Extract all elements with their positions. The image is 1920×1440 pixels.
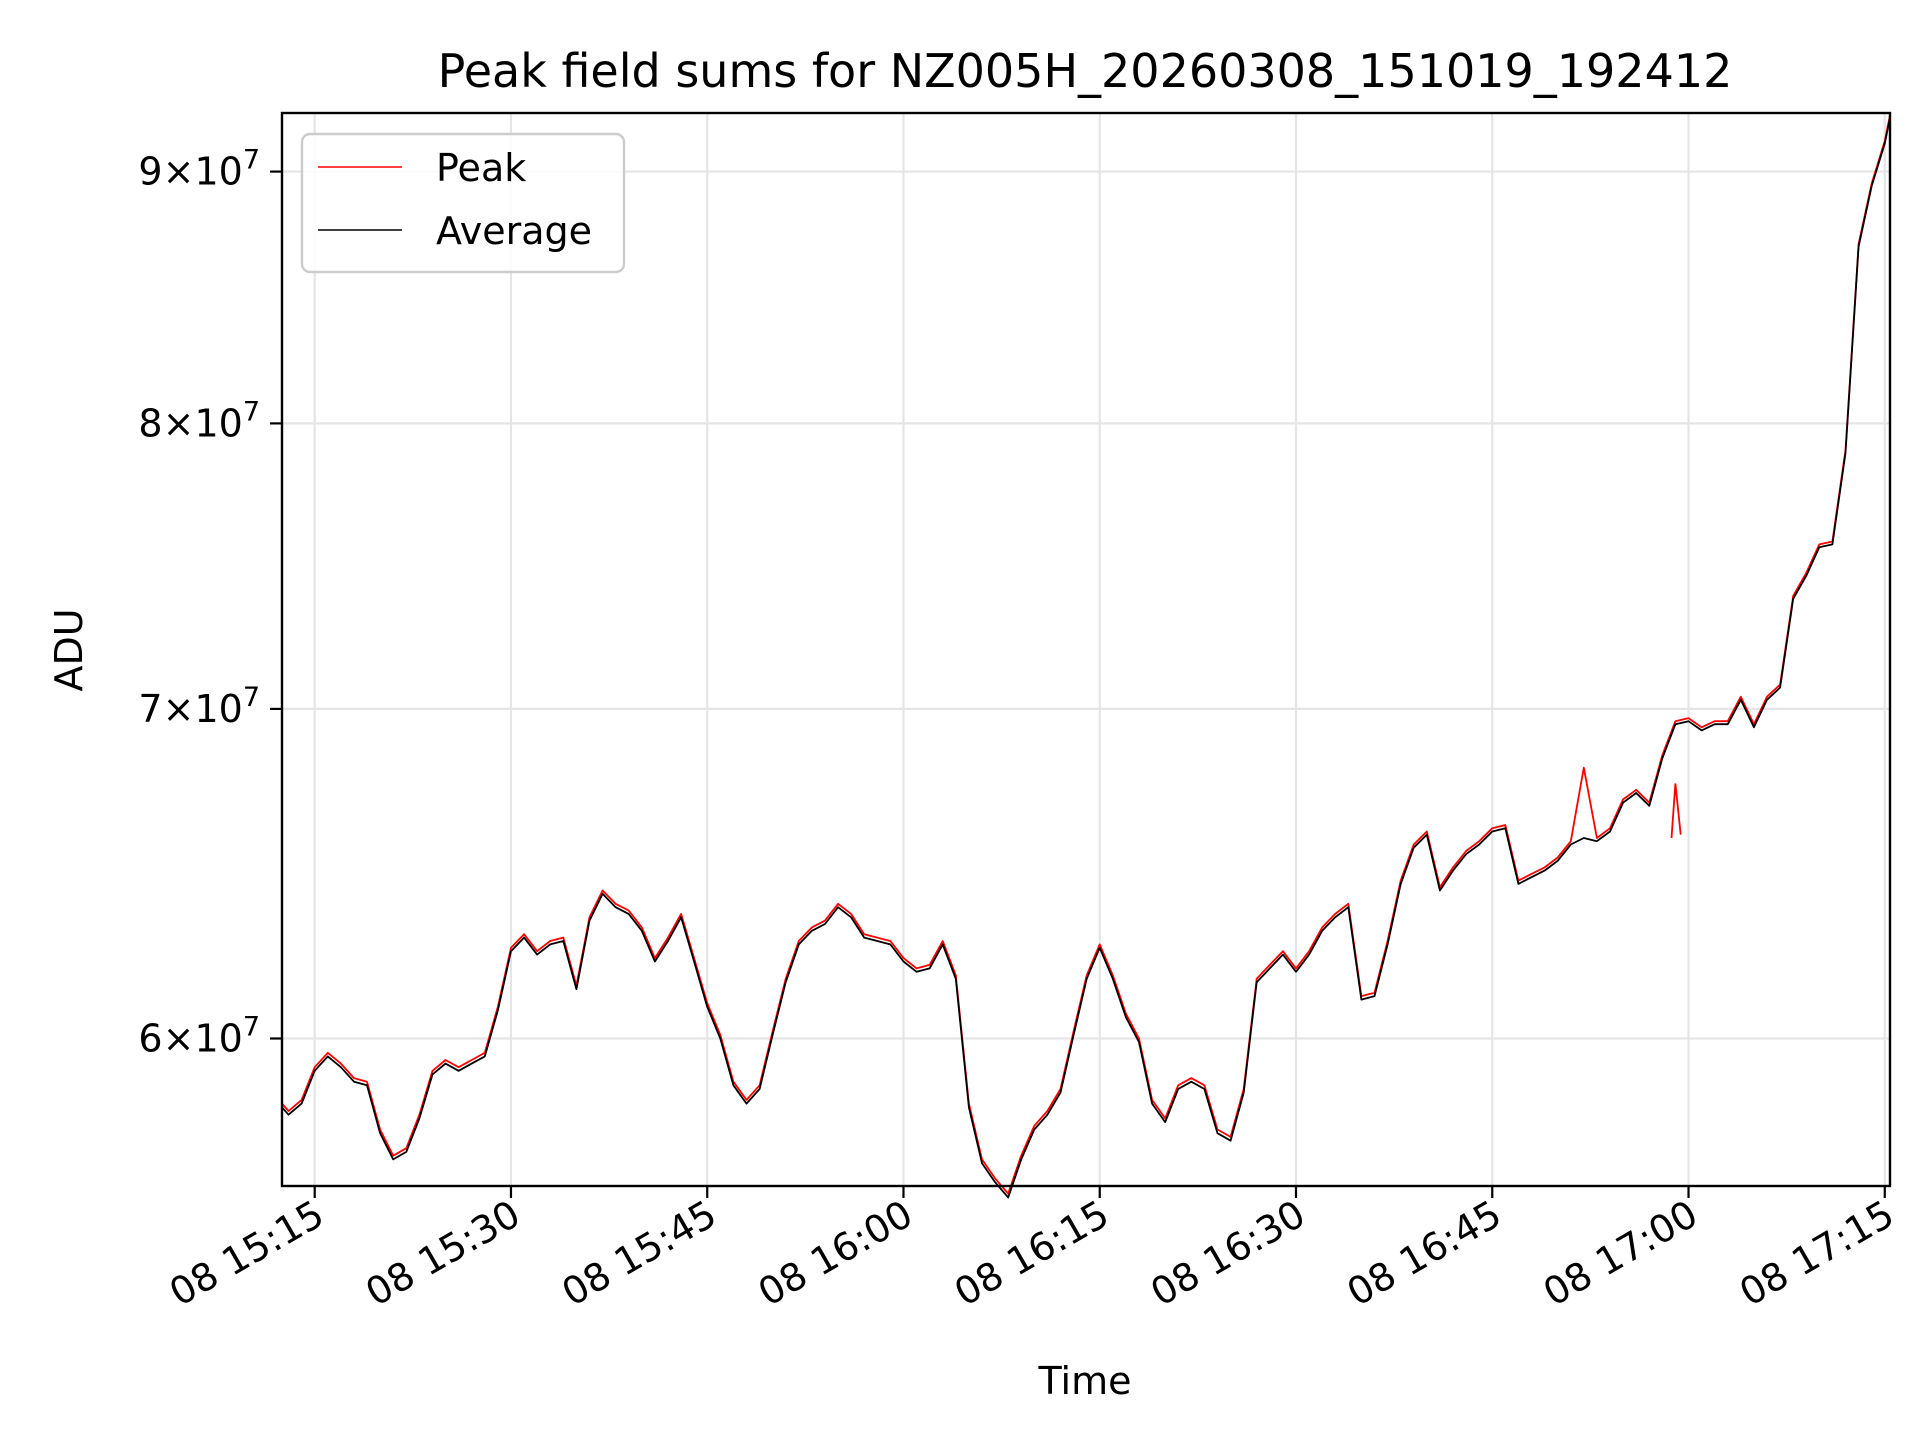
plot-frame (280, 111, 1892, 1188)
legend-box (300, 132, 626, 274)
legend-label-peak: Peak (436, 146, 526, 190)
legend: Peak Average (300, 132, 626, 274)
y-axis-ticks: 6×107 7×107 8×107 9×107 (138, 145, 282, 1060)
y-tick-label: 6×107 (138, 1011, 260, 1060)
peak-spike (1670, 783, 1682, 839)
y-axis-label: ADU (47, 608, 91, 691)
y-tick-label: 7×107 (138, 682, 260, 731)
series-line-average (281, 117, 1891, 1199)
legend-label-average: Average (436, 209, 592, 253)
y-tick-label: 8×107 (138, 396, 260, 445)
y-tick-label: 9×107 (138, 145, 260, 194)
grid-lines (282, 113, 1890, 1186)
chart-title: Peak field sums for NZ005H_20260308_1510… (438, 44, 1733, 98)
x-axis-label: Time (1038, 1359, 1132, 1403)
series-line-peak (281, 115, 1891, 1195)
series-lines (281, 115, 1891, 1199)
